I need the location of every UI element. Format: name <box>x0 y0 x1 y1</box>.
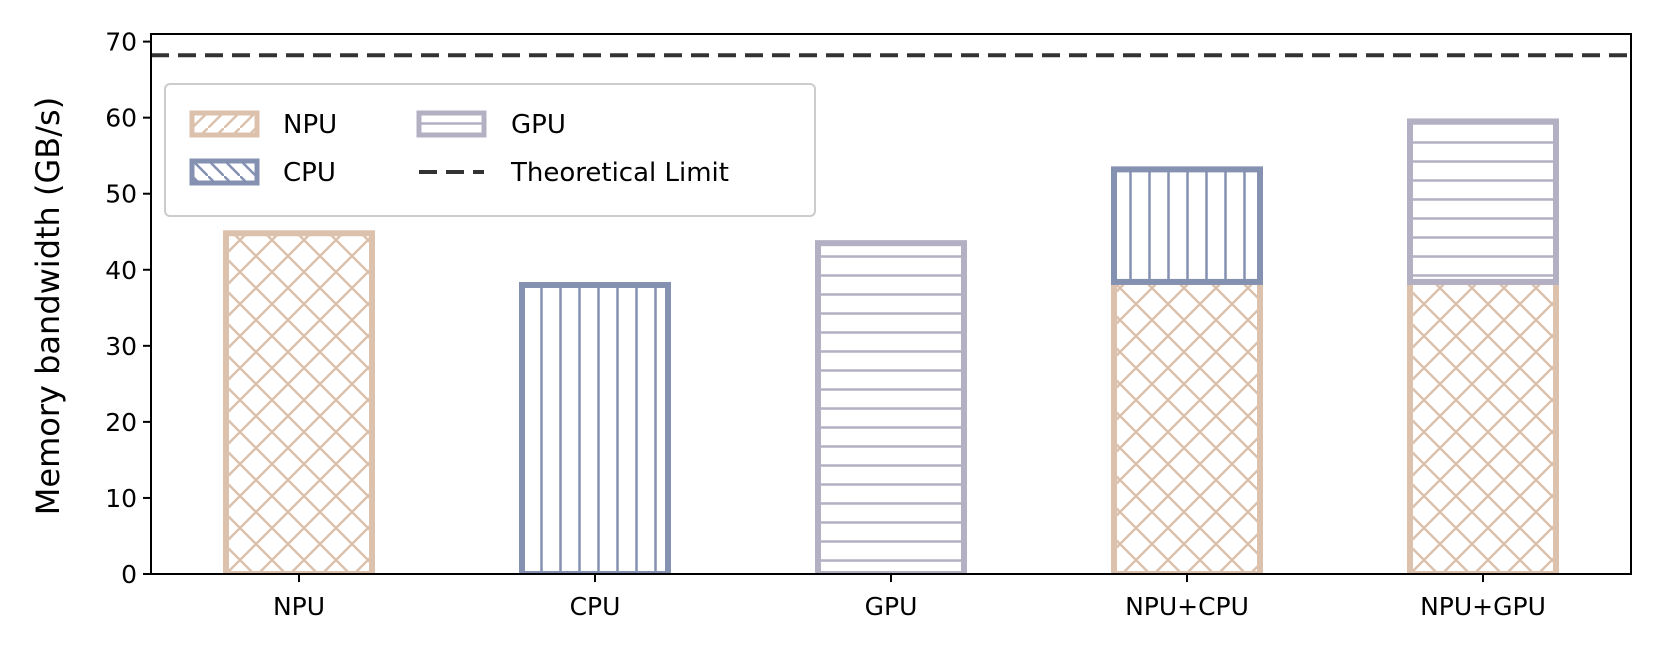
bar-npu-cpu-cpu <box>1111 166 1263 285</box>
bar-npu-gpu-gpu <box>1407 118 1559 285</box>
legend-swatch-cpu <box>189 158 260 186</box>
x-axis-ticks: NPU CPU GPU NPU+CPU NPU+GPU <box>273 574 1546 621</box>
bar-npu-npu <box>223 230 375 574</box>
legend: NPU CPU GPU Theoretical Limit <box>164 83 816 217</box>
legend-swatch-npu <box>189 110 260 138</box>
legend-label-cpu: CPU <box>283 158 336 188</box>
y-tick-label: 40 <box>105 256 137 285</box>
y-tick-label: 20 <box>105 408 137 437</box>
x-tick-label: CPU <box>570 592 621 621</box>
bar-npu-gpu-npu <box>1407 278 1559 574</box>
x-tick-label: NPU <box>273 592 325 621</box>
y-axis-label: Memory bandwidth (GB/s) <box>29 97 67 515</box>
x-tick-label: GPU <box>865 592 918 621</box>
plot-frame <box>150 33 1632 575</box>
y-tick-label: 30 <box>105 332 137 361</box>
legend-label-limit: Theoretical Limit <box>510 158 729 188</box>
legend-label-gpu: GPU <box>511 110 566 140</box>
y-tick-label: 10 <box>105 484 137 513</box>
bar-gpu-gpu <box>815 240 967 574</box>
y-tick-label: 0 <box>121 560 137 589</box>
legend-swatch-gpu <box>416 110 487 138</box>
y-tick-label: 50 <box>105 180 137 209</box>
bars-layer <box>223 118 1559 574</box>
legend-box <box>164 83 816 217</box>
bar-cpu-cpu <box>519 281 671 574</box>
x-tick-label: NPU+GPU <box>1420 592 1546 621</box>
y-axis-ticks: 0 10 20 30 40 50 60 70 <box>105 28 151 589</box>
bar-npu-cpu-npu <box>1111 278 1263 574</box>
y-tick-label: 60 <box>105 104 137 133</box>
legend-label-npu: NPU <box>283 110 337 140</box>
y-tick-label: 70 <box>105 28 137 57</box>
x-tick-label: NPU+CPU <box>1125 592 1249 621</box>
